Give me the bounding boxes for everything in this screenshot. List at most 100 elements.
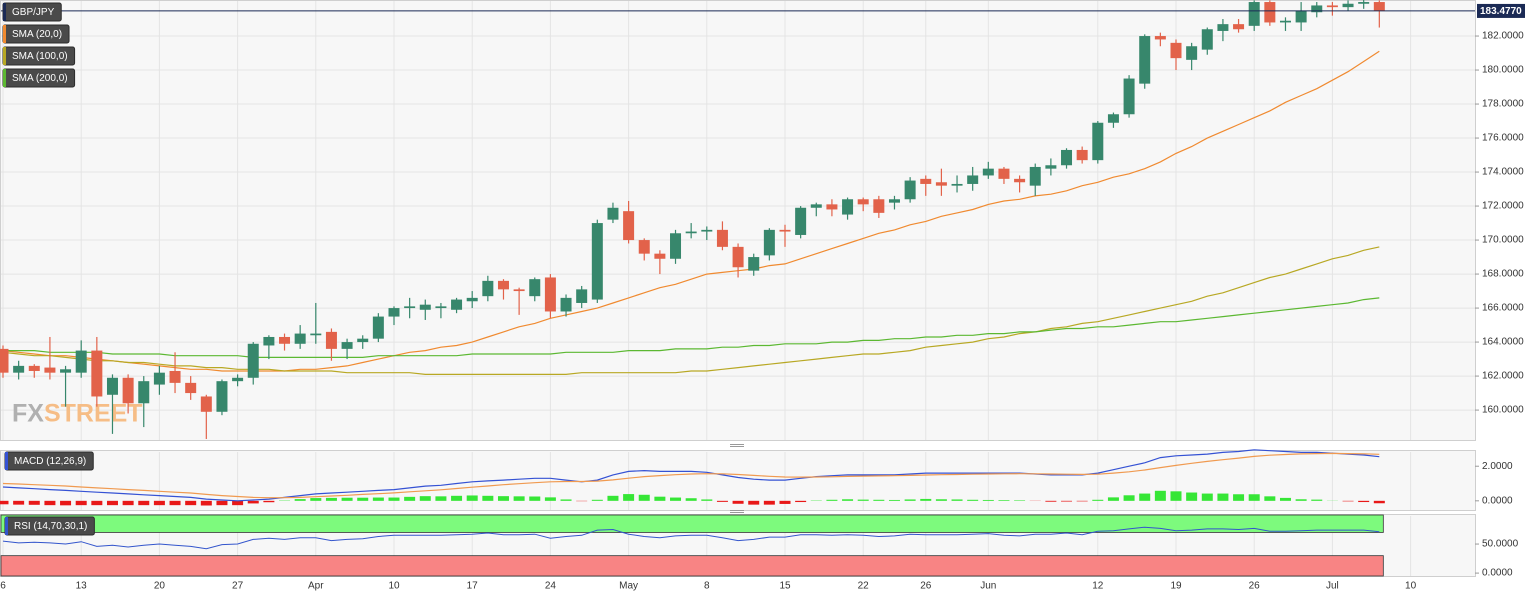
macd-line <box>2 452 1380 499</box>
x-tick-label: Jul <box>1326 581 1339 592</box>
macd-histogram-bar <box>1186 492 1198 501</box>
macd-histogram-bar <box>701 499 713 501</box>
candle-body <box>576 289 588 303</box>
candle-body <box>1342 3 1354 8</box>
macd-histogram-bar <box>310 498 322 501</box>
y-tick-label: 180.0000 <box>1482 65 1524 76</box>
candle-body <box>920 178 932 184</box>
x-tick-label: 26 <box>920 581 932 592</box>
macd-histogram-bar <box>888 499 900 501</box>
macd-histogram-bar <box>185 500 197 506</box>
legend-swatch <box>5 517 8 535</box>
macd-histogram-bar <box>263 500 275 503</box>
y-tick-label: 2.0000 <box>1482 461 1513 472</box>
macd-histogram-bar <box>998 500 1010 501</box>
macd-histogram-bar <box>357 497 369 501</box>
x-tick-label: 10 <box>388 581 400 592</box>
y-tick-label: 164.0000 <box>1482 337 1524 348</box>
y-tick-label: 0.0000 <box>1482 495 1513 506</box>
macd-histogram-bar <box>451 495 463 501</box>
macd-histogram-bar <box>153 500 165 506</box>
candle-body <box>1154 36 1166 40</box>
y-tick-label: 162.0000 <box>1482 371 1524 382</box>
x-tick-label: 24 <box>545 581 557 592</box>
y-tick-label: 160.0000 <box>1482 405 1524 416</box>
watermark-street: STREET <box>44 400 143 428</box>
macd-histogram-bar <box>1295 499 1307 501</box>
macd-histogram-bar <box>560 499 572 501</box>
candle-body <box>122 377 134 404</box>
candle-body <box>857 199 869 205</box>
macd-histogram-bar <box>857 499 869 501</box>
candle-body <box>232 377 244 382</box>
candle-body <box>1326 5 1338 8</box>
macd-histogram-bar <box>106 500 118 506</box>
legend-label: MACD (12,26,9) <box>14 456 86 467</box>
macd-histogram-bar <box>435 496 447 501</box>
macd-line <box>2 449 1380 502</box>
macd-histogram-bar <box>1201 493 1213 501</box>
legend-swatch <box>3 3 6 21</box>
candle-body <box>357 338 369 343</box>
macd-histogram-bar <box>826 499 838 501</box>
macd-histogram-bar <box>28 500 40 505</box>
candle-body <box>279 336 291 344</box>
macd-histogram-bar <box>1311 499 1323 501</box>
macd-histogram-bar <box>591 499 603 501</box>
candle-body <box>372 316 384 339</box>
macd-histogram-bar <box>138 500 150 506</box>
watermark: FX STREET <box>12 400 143 428</box>
legend-label: RSI (14,70,30,1) <box>14 521 87 532</box>
x-tick-label: 15 <box>779 581 791 592</box>
candle-body <box>497 280 509 290</box>
watermark-fx: FX <box>12 400 44 428</box>
candle-body <box>1311 5 1323 13</box>
macd-histogram-bar <box>1061 500 1073 502</box>
y-tick-label: 176.0000 <box>1482 133 1524 144</box>
candle-body <box>91 350 103 397</box>
sma-line <box>2 246 1380 375</box>
legend-item: SMA (20,0) <box>2 24 70 44</box>
candle-body <box>44 367 56 373</box>
macd-histogram-bar <box>685 498 697 501</box>
axes: 6 13 20 27 Apr 10 17 24 May 8 15 22 26 Jun 12 19 26 Jul 10… <box>0 3 1525 592</box>
candle-body <box>1233 24 1245 30</box>
macd-histogram-bar <box>1248 494 1260 501</box>
macd-histogram-bar <box>216 500 228 506</box>
macd-histogram-bar <box>466 495 478 501</box>
macd-histogram-bar <box>529 496 541 501</box>
sma-line <box>3 297 1380 358</box>
candle-body <box>1170 42 1182 59</box>
candle-body <box>325 331 337 349</box>
y-tick-label: 178.0000 <box>1482 99 1524 110</box>
macd-histogram-bar <box>1045 500 1057 502</box>
macd-histogram-bar <box>1154 490 1166 501</box>
x-tick-label: 10 <box>1405 581 1417 592</box>
macd-histogram-bar <box>763 500 775 505</box>
macd-histogram-bar <box>967 499 979 501</box>
candle-body <box>1092 122 1104 161</box>
candle-body <box>294 333 306 344</box>
macd-histogram-bar <box>920 498 932 501</box>
macd-histogram-bar <box>654 496 666 501</box>
legend-label: SMA (20,0) <box>12 29 62 40</box>
legend-swatch <box>3 69 6 87</box>
candle-body <box>544 277 556 312</box>
candle-body <box>951 183 963 186</box>
macd-histogram-bar <box>1014 500 1026 501</box>
candle-body <box>1107 114 1119 123</box>
macd-histogram-bar <box>200 500 212 506</box>
y-tick-label: 172.0000 <box>1482 201 1524 212</box>
y-tick-label: 182.0000 <box>1482 31 1524 42</box>
macd-histogram-bar <box>404 496 416 501</box>
candle-body <box>998 168 1010 179</box>
macd-histogram-bar <box>1233 494 1245 501</box>
x-tick-label: 12 <box>1092 581 1104 592</box>
panel-resize-handle[interactable] <box>730 444 744 513</box>
macd-histogram-bar <box>1107 497 1119 501</box>
candle-body <box>685 231 697 234</box>
candle-body <box>138 381 150 404</box>
y-tick-label: 166.0000 <box>1482 303 1524 314</box>
candle-body <box>888 199 900 203</box>
candle-body <box>1186 46 1198 60</box>
